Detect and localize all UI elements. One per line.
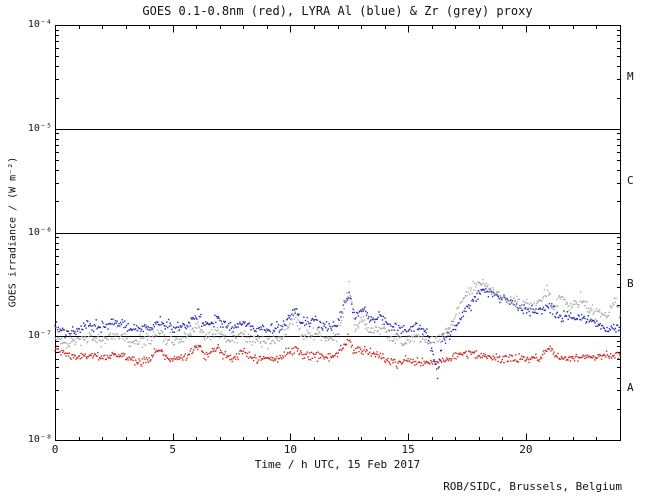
flare-class-label: A bbox=[627, 381, 634, 395]
x-tick-label: 20 bbox=[519, 443, 533, 456]
flare-class-label: M bbox=[627, 69, 634, 83]
flare-class-label: C bbox=[627, 173, 634, 187]
x-tick-label: 10 bbox=[283, 443, 298, 456]
y-tick-label: 10⁻⁷ bbox=[27, 330, 52, 342]
credit-text: ROB/SIDC, Brussels, Belgium bbox=[443, 480, 622, 493]
y-tick-label: 10⁻⁸ bbox=[27, 434, 52, 445]
x-tick-label: 0 bbox=[51, 443, 59, 456]
y-tick-label: 10⁻⁵ bbox=[27, 122, 52, 134]
flare-class-label: B bbox=[627, 277, 634, 291]
chart-title: GOES 0.1-0.8nm (red), LYRA Al (blue) & Z… bbox=[142, 4, 533, 18]
x-tick-label: 15 bbox=[401, 443, 415, 456]
x-tick-label: 5 bbox=[169, 443, 177, 456]
y-tick-label: 10⁻⁴ bbox=[27, 19, 52, 30]
y-tick-label: 10⁻⁶ bbox=[27, 226, 52, 238]
x-axis-title: Time / h UTC, 15 Feb 2017 bbox=[254, 458, 421, 471]
